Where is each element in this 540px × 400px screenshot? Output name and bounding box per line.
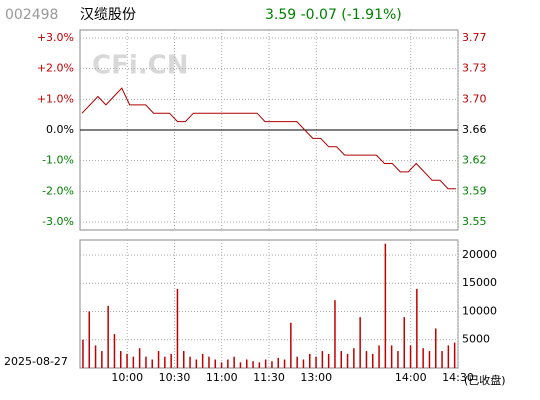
volume-bar bbox=[372, 353, 374, 368]
volume-bar bbox=[138, 348, 141, 368]
volume-bar bbox=[233, 356, 235, 368]
y2-tick-label: 3.77 bbox=[462, 31, 487, 44]
volume-bar bbox=[246, 359, 248, 368]
volume-bar bbox=[315, 356, 317, 368]
volume-bar bbox=[321, 351, 324, 368]
volume-bar bbox=[107, 305, 109, 368]
volume-bar bbox=[409, 345, 412, 368]
volume-bar bbox=[220, 362, 223, 368]
y-tick-label: 10000 bbox=[462, 304, 497, 317]
y2-tick-label: 3.59 bbox=[462, 184, 487, 197]
y-tick-label: -1.0% bbox=[42, 154, 74, 167]
volume-bar bbox=[453, 342, 456, 368]
volume-bar bbox=[151, 359, 154, 368]
time-label: 11:30 bbox=[253, 371, 285, 384]
volume-bar bbox=[435, 328, 437, 368]
volume-bar bbox=[113, 334, 116, 368]
volume-bar bbox=[428, 351, 431, 368]
volume-bar bbox=[271, 361, 273, 368]
stock-name: 汉缆股份 bbox=[80, 7, 136, 23]
volume-bar bbox=[296, 356, 298, 368]
volume-bar bbox=[214, 359, 217, 368]
y2-tick-label: 3.73 bbox=[462, 62, 487, 75]
y2-tick-label: 3.62 bbox=[462, 154, 487, 167]
price-line bbox=[81, 87, 456, 190]
volume-bar bbox=[264, 359, 267, 368]
y-tick-label: +2.0% bbox=[37, 62, 74, 75]
y2-tick-label: 3.55 bbox=[462, 215, 487, 228]
time-label: 10:00 bbox=[111, 371, 143, 384]
volume-bar bbox=[334, 300, 336, 368]
volume-bar bbox=[88, 311, 91, 368]
time-label: 14:30 bbox=[442, 371, 474, 384]
volume-bar bbox=[340, 351, 343, 368]
volume-bar bbox=[283, 359, 286, 368]
volume-bar bbox=[201, 353, 204, 368]
volume-bar bbox=[359, 317, 361, 368]
volume-bar bbox=[208, 356, 210, 368]
y-tick-label: 0.0% bbox=[46, 123, 74, 136]
volume-bar bbox=[120, 351, 122, 368]
volume-bar bbox=[258, 362, 261, 368]
volume-bar bbox=[157, 351, 160, 368]
y-tick-label: +3.0% bbox=[37, 31, 74, 44]
y-tick-label: -3.0% bbox=[42, 215, 74, 228]
volume-bar bbox=[189, 356, 191, 368]
y-tick-label: 20000 bbox=[462, 248, 497, 261]
volume-bar bbox=[397, 351, 399, 368]
date: 2025-08-27 bbox=[4, 355, 68, 368]
volume-bar bbox=[227, 359, 229, 368]
volume-bar bbox=[126, 353, 128, 368]
y2-tick-label: 3.70 bbox=[462, 92, 487, 105]
volume-bar bbox=[365, 351, 368, 368]
y-tick-label: -2.0% bbox=[42, 184, 74, 197]
volume-bar bbox=[447, 345, 450, 368]
volume-bar bbox=[416, 288, 418, 368]
volume-bar bbox=[145, 356, 147, 368]
volume-bar bbox=[94, 345, 97, 368]
volume-bar bbox=[183, 351, 185, 368]
stock-code: 002498 bbox=[5, 7, 58, 23]
volume-bar bbox=[384, 243, 387, 368]
volume-bar bbox=[164, 356, 166, 368]
time-label: 14:00 bbox=[395, 371, 427, 384]
volume-bar bbox=[195, 359, 198, 368]
volume-bar bbox=[132, 356, 135, 368]
volume-bar bbox=[309, 353, 311, 368]
volume-bar bbox=[252, 361, 254, 368]
volume-bar bbox=[353, 348, 355, 368]
volume-bar bbox=[290, 322, 292, 368]
volume-bar bbox=[403, 317, 406, 368]
volume-bar bbox=[170, 353, 172, 368]
volume-bar bbox=[302, 359, 305, 368]
volume-bar bbox=[378, 345, 380, 368]
y2-tick-label: 3.66 bbox=[462, 123, 487, 136]
time-label: 11:00 bbox=[206, 371, 238, 384]
volume-bar bbox=[327, 353, 330, 368]
status: (已收盘) bbox=[464, 373, 506, 387]
volume-bar bbox=[176, 288, 179, 368]
y-tick-label: 5000 bbox=[462, 333, 490, 346]
volume-bar bbox=[101, 351, 103, 368]
volume-bar bbox=[239, 362, 242, 368]
volume-bar bbox=[277, 357, 280, 368]
volume-bar bbox=[82, 339, 84, 368]
y-tick-label: +1.0% bbox=[37, 92, 74, 105]
volume-bar bbox=[390, 345, 393, 368]
quote: 3.59 -0.07 (-1.91%) bbox=[265, 7, 402, 23]
volume-bar bbox=[422, 348, 424, 368]
volume-bar bbox=[346, 353, 349, 368]
watermark: CFi.CN bbox=[92, 51, 188, 81]
time-label: 13:00 bbox=[300, 371, 332, 384]
y-tick-label: 15000 bbox=[462, 276, 497, 289]
volume-bar bbox=[441, 351, 443, 368]
time-label: 10:30 bbox=[159, 371, 191, 384]
